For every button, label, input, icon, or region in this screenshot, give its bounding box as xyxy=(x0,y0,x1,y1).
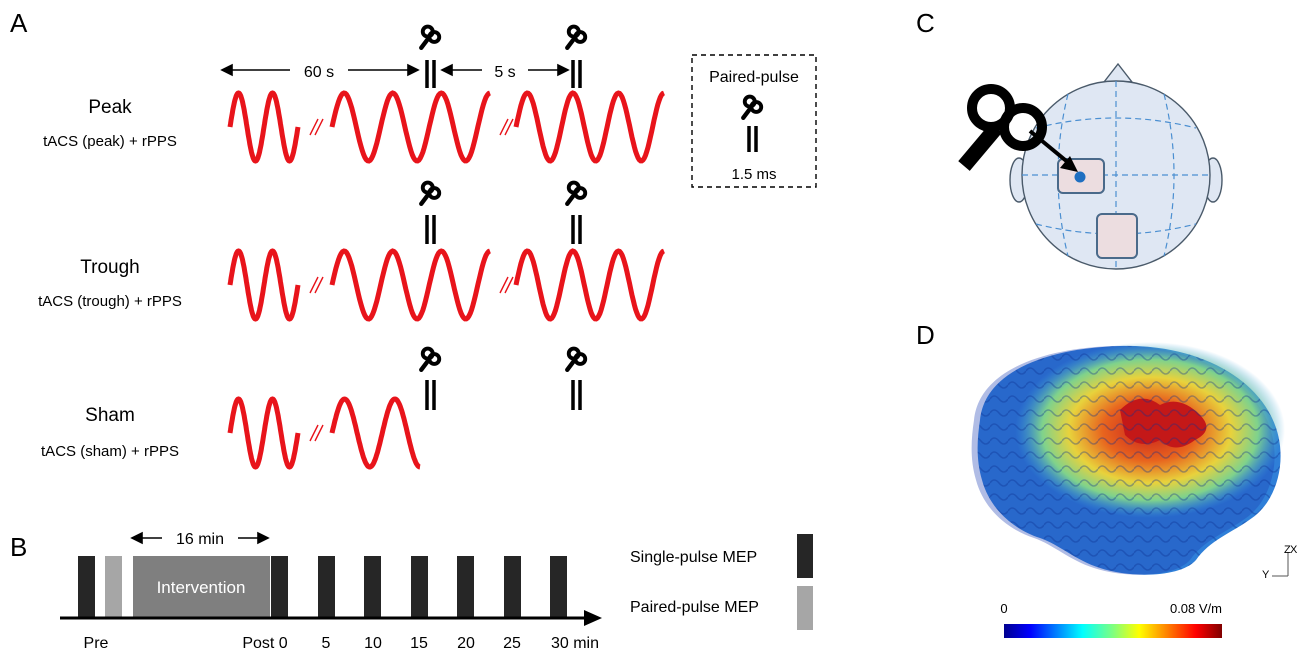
tms-coil-icon xyxy=(421,183,439,204)
post-mep-blocks xyxy=(271,556,567,618)
return-electrode xyxy=(1096,213,1138,259)
tacs-waveforms xyxy=(227,90,665,470)
brain-efield-map xyxy=(971,342,1285,575)
condition-trough-desc: tACS (trough) + rPPS xyxy=(38,293,182,310)
tms-coil-icon xyxy=(743,97,761,118)
time-label-10: 10 xyxy=(364,635,382,652)
duration-arrow xyxy=(130,531,270,545)
tms-coil-icon xyxy=(567,183,585,204)
panel-b: B 16 min Intervention Pre Post 0 5 10 xyxy=(10,531,813,652)
panel-b-letter: B xyxy=(10,532,27,562)
sine-wave-segment xyxy=(329,396,421,470)
condition-peak-name: Peak xyxy=(88,97,132,118)
sine-wave-segment xyxy=(227,90,301,164)
axis-x-label: X xyxy=(1290,544,1298,556)
panel-d: D Y Z X 0 0.08 V/m xyxy=(916,320,1298,638)
intervention-label: Intervention xyxy=(157,578,246,597)
panel-a-letter: A xyxy=(10,8,28,38)
time-label-25: 25 xyxy=(503,635,521,652)
tms-coil-large-icon xyxy=(958,84,1078,172)
axis-z-label: Z xyxy=(1284,544,1291,556)
inset-pulse-marker xyxy=(747,126,758,152)
colorbar-max-label: 0.08 V/m xyxy=(1170,601,1222,616)
target-dot xyxy=(1074,171,1086,183)
legend-paired-label: Paired-pulse MEP xyxy=(630,599,759,616)
tms-coil-icon xyxy=(567,27,585,48)
interval-60s-label: 60 s xyxy=(304,64,334,81)
break-mark xyxy=(499,118,514,136)
time-label-15: 15 xyxy=(410,635,428,652)
panel-c-letter: C xyxy=(916,8,935,38)
legend-single-swatch xyxy=(797,534,813,578)
time-label-post0: Post 0 xyxy=(242,635,287,652)
paired-pulse-marker xyxy=(425,215,582,244)
sine-wave-segment xyxy=(329,90,491,164)
panel-d-letter: D xyxy=(916,320,935,350)
colorbar xyxy=(1004,624,1222,638)
duration-label: 16 min xyxy=(176,531,224,548)
legend-paired-swatch xyxy=(797,586,813,630)
axis-y-label: Y xyxy=(1262,569,1270,581)
condition-sham-name: Sham xyxy=(85,405,135,426)
panel-c: C xyxy=(916,8,1223,270)
mep-block-pre-paired xyxy=(105,556,122,618)
condition-trough-name: Trough xyxy=(80,257,140,278)
interval-60s xyxy=(220,63,420,77)
head-diagram xyxy=(1009,62,1223,270)
mep-block-post-0 xyxy=(271,556,288,618)
break-mark xyxy=(309,276,324,294)
inset-title: Paired-pulse xyxy=(709,69,799,86)
paired-pulse-marker xyxy=(425,60,582,88)
sine-wave-segment xyxy=(329,248,491,322)
mep-block-post-20 xyxy=(457,556,474,618)
condition-peak-desc: tACS (peak) + rPPS xyxy=(43,133,177,150)
condition-sham-desc: tACS (sham) + rPPS xyxy=(41,443,179,460)
mep-block-post-5 xyxy=(318,556,335,618)
paired-pulse-inset xyxy=(691,54,817,188)
break-mark xyxy=(309,424,324,442)
mep-block-post-10 xyxy=(364,556,381,618)
nose-icon xyxy=(1102,62,1134,83)
sine-wave-segment xyxy=(227,396,301,470)
break-mark xyxy=(309,118,324,136)
colorbar-min-label: 0 xyxy=(1000,601,1007,616)
axis-triad xyxy=(1272,552,1289,577)
mep-block-post-30 xyxy=(550,556,567,618)
mep-block-pre-single xyxy=(78,556,95,618)
time-label-30: 30 min xyxy=(551,635,599,652)
sine-wave-segment xyxy=(513,90,665,164)
inset-isi: 1.5 ms xyxy=(731,166,776,183)
legend-single-label: Single-pulse MEP xyxy=(630,549,757,566)
sine-wave-segment xyxy=(513,248,665,322)
paired-pulse-marker xyxy=(425,380,582,410)
time-axis xyxy=(60,610,602,626)
panel-a: A 60 s 5 s xyxy=(10,8,817,470)
interval-5s xyxy=(440,63,570,77)
intervention-block xyxy=(133,556,270,618)
mep-block-post-25 xyxy=(504,556,521,618)
sine-wave-segment xyxy=(227,248,301,322)
tms-coil-icon xyxy=(421,349,439,370)
tms-coil-icon xyxy=(567,349,585,370)
tms-coil-icon xyxy=(421,27,439,48)
mep-block-post-15 xyxy=(411,556,428,618)
time-label-20: 20 xyxy=(457,635,475,652)
interval-5s-label: 5 s xyxy=(494,64,515,81)
time-label-5: 5 xyxy=(322,635,331,652)
time-label-pre: Pre xyxy=(84,635,109,652)
break-mark xyxy=(499,276,514,294)
